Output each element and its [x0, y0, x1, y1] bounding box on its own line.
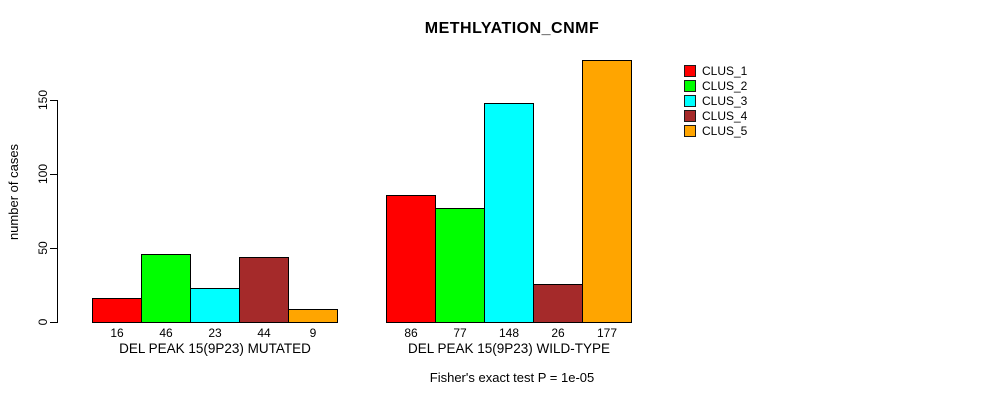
bar-value-label: 44 — [257, 326, 271, 340]
bar-clus_4-group1 — [239, 257, 289, 323]
bar-clus_1-group2 — [386, 195, 436, 323]
legend-item-clus_3: CLUS_3 — [684, 93, 747, 108]
bar-value-label: 177 — [596, 326, 618, 340]
bar-clus_2-group2 — [435, 208, 485, 323]
bar-value-label: 148 — [498, 326, 520, 340]
y-axis-tick-label: 0 — [36, 318, 50, 326]
legend-swatch-icon — [684, 79, 696, 92]
legend-label: CLUS_4 — [702, 108, 748, 123]
bar-value-label: 26 — [551, 326, 565, 340]
bar-value-label: 9 — [309, 326, 317, 340]
y-axis-tick — [50, 100, 57, 101]
y-axis-label: number of cases — [6, 143, 21, 241]
legend: CLUS_1 CLUS_2 CLUS_3 CLUS_4 CLUS_5 — [684, 63, 747, 138]
footnote-text: Fisher's exact test P = 1e-05 — [429, 370, 595, 385]
y-axis-tick — [50, 174, 57, 175]
bar-value-label: 23 — [208, 326, 222, 340]
y-axis-tick-label: 150 — [36, 89, 50, 111]
y-axis-tick — [50, 248, 57, 249]
y-axis-tick-label: 50 — [36, 241, 50, 255]
bar-clus_3-group1 — [190, 288, 240, 323]
x-axis-group-label: DEL PEAK 15(9P23) MUTATED — [119, 341, 311, 356]
bar-clus_5-group1 — [288, 309, 338, 323]
bar-clus_3-group2 — [484, 103, 534, 323]
legend-label: CLUS_2 — [702, 78, 748, 93]
legend-item-clus_1: CLUS_1 — [684, 63, 747, 78]
legend-label: CLUS_3 — [702, 93, 748, 108]
bar-value-label: 16 — [110, 326, 124, 340]
legend-item-clus_2: CLUS_2 — [684, 78, 747, 93]
legend-label: CLUS_1 — [702, 63, 748, 78]
legend-swatch-icon — [684, 94, 696, 107]
y-axis-tick — [50, 322, 57, 323]
bar-clus_1-group1 — [92, 298, 142, 323]
bar-value-label: 46 — [159, 326, 173, 340]
x-axis-group-label: DEL PEAK 15(9P23) WILD-TYPE — [407, 341, 611, 356]
bar-clus_5-group2 — [582, 60, 632, 323]
legend-label: CLUS_5 — [702, 123, 748, 138]
legend-item-clus_5: CLUS_5 — [684, 123, 747, 138]
legend-swatch-icon — [684, 124, 696, 137]
chart-title: METHLYATION_CNMF — [424, 20, 600, 37]
bar-value-label: 77 — [453, 326, 467, 340]
legend-item-clus_4: CLUS_4 — [684, 108, 747, 123]
legend-swatch-icon — [684, 109, 696, 122]
legend-swatch-icon — [684, 64, 696, 77]
bar-clus_2-group1 — [141, 254, 191, 323]
bar-value-label: 86 — [404, 326, 418, 340]
y-axis-line — [57, 100, 58, 323]
y-axis-tick-label: 100 — [36, 163, 50, 185]
bar-clus_4-group2 — [533, 284, 583, 323]
